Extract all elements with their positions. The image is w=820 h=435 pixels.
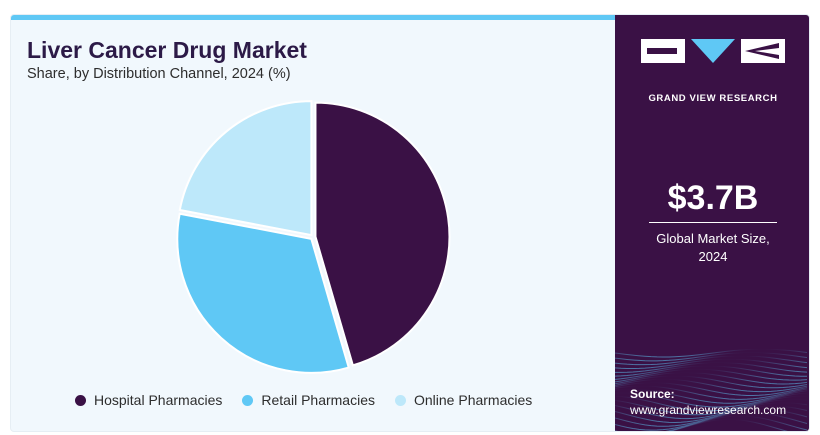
pie-slice-hospital (314, 101, 451, 367)
source-url: www.grandviewresearch.com (630, 403, 787, 417)
wave-line (615, 348, 808, 358)
legend-item-hospital: Hospital Pharmacies (75, 392, 222, 408)
wave-line (615, 361, 808, 373)
wave-line (615, 351, 808, 362)
wave-line (669, 418, 788, 431)
legend-swatch-hospital (75, 394, 86, 406)
pie-chart (176, 100, 451, 374)
wave-line (615, 412, 808, 431)
brand-logo: GRAND VIEW RESEARCH (641, 39, 785, 104)
wave-line (615, 358, 808, 370)
legend-item-retail: Retail Pharmacies (242, 392, 375, 408)
market-size-label-line1: Global Market Size, (656, 231, 770, 246)
summary-panel: GRAND VIEW RESEARCH $3.7B Global Market … (615, 15, 809, 431)
legend-item-online: Online Pharmacies (395, 392, 532, 408)
wave-line (615, 365, 808, 377)
chart-legend: Hospital Pharmacies Retail Pharmacies On… (75, 392, 552, 408)
legend-swatch-retail (242, 394, 254, 406)
pie-slice-retail (176, 212, 350, 374)
accent-bar (11, 15, 615, 20)
wave-line (615, 375, 808, 389)
legend-label-retail: Retail Pharmacies (261, 392, 375, 408)
market-size-label: Global Market Size, 2024 (615, 230, 809, 266)
legend-label-hospital: Hospital Pharmacies (94, 392, 223, 408)
wave-line (615, 382, 808, 396)
legend-label-online: Online Pharmacies (414, 392, 533, 408)
wave-line (615, 368, 808, 381)
wave-line (615, 398, 808, 416)
wave-line (615, 392, 808, 408)
value-divider (649, 222, 777, 223)
wave-line (615, 388, 808, 404)
wave-line (615, 371, 808, 385)
wave-line (615, 378, 808, 393)
brand-logo-icon (641, 39, 785, 63)
chart-subtitle: Share, by Distribution Channel, 2024 (%) (27, 66, 291, 82)
wave-line (615, 355, 808, 366)
legend-swatch-online (395, 394, 406, 406)
market-size-label-line2: 2024 (698, 249, 728, 264)
wave-line (615, 415, 808, 431)
market-size-value: $3.7B (667, 179, 759, 217)
wave-line (615, 402, 808, 420)
chart-title: Liver Cancer Drug Market (27, 37, 307, 63)
pie-slice-online (178, 100, 313, 237)
wave-line (615, 405, 808, 423)
brand-name: GRAND VIEW RESEARCH (648, 93, 778, 104)
wave-line (615, 395, 808, 412)
source-label: Source: (630, 387, 675, 401)
wave-line (615, 385, 808, 400)
chart-card: Liver Cancer Drug Market Share, by Distr… (10, 14, 810, 432)
decorative-wave-pattern (615, 348, 808, 431)
wave-line (615, 408, 808, 427)
